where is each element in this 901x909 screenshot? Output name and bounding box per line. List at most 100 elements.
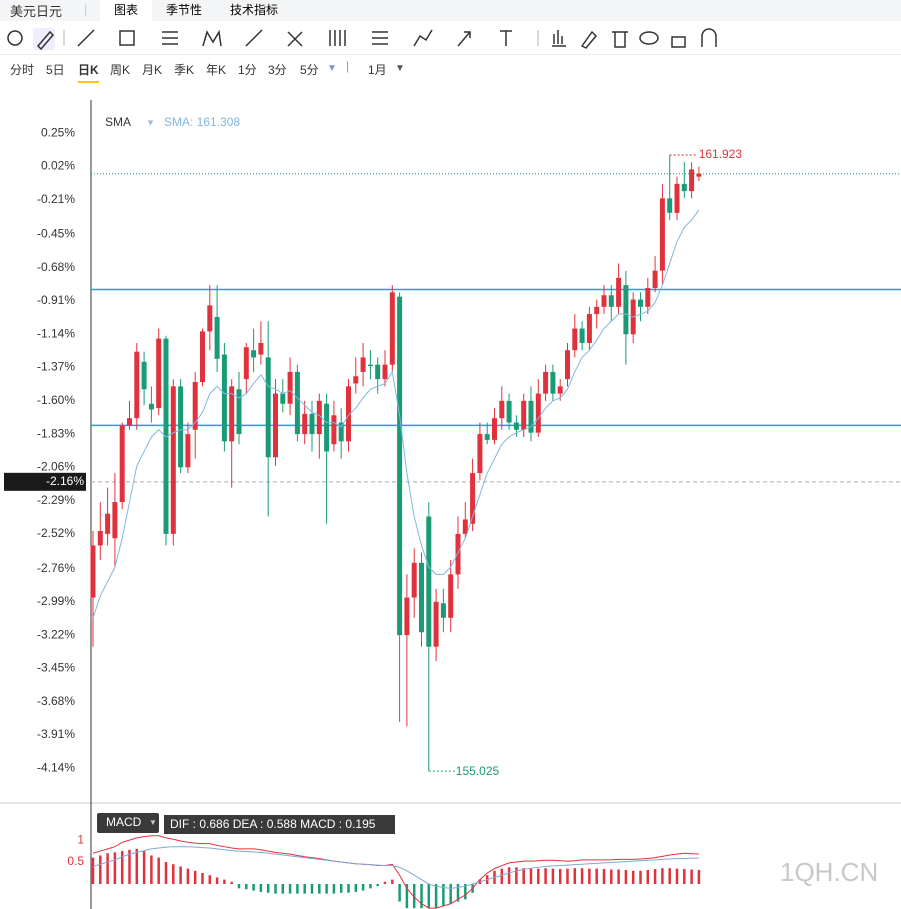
candle-body [477,434,483,474]
period[interactable]: 年K [206,63,227,77]
tool-icon[interactable] [287,31,303,47]
candle-body [127,418,132,426]
candle-body [178,386,184,468]
crosshair-label: -2.16% [46,474,84,488]
candle-body [316,400,322,435]
y-tick-label: -4.14% [37,760,75,774]
candle-body [484,434,490,440]
candle-body [521,400,527,430]
candle-body [506,400,512,423]
divider: | [84,2,88,17]
y-tick-label: 0.02% [41,159,75,173]
tool-icon[interactable] [413,29,433,47]
candle-body [543,371,549,394]
tool-icon[interactable] [77,29,95,47]
tool-icon[interactable] [372,31,388,45]
dropdown-arrow[interactable]: ▼ [395,63,405,74]
y-tick-label: -1.83% [37,426,75,440]
candle-body [411,562,417,598]
y-tick-label: 1 [77,832,84,846]
period[interactable]: 5分 [300,63,319,77]
candle-body [192,382,198,430]
candle-body [623,285,629,335]
period[interactable]: 周K [110,63,131,77]
tool-icon[interactable] [7,30,23,46]
candle-body [200,331,205,383]
candle-body [638,299,643,307]
period[interactable]: 分时 [10,63,35,77]
sma-line [92,209,700,618]
period[interactable]: 月K [142,63,163,77]
watermark: 1QH.CN [780,857,878,887]
period-active[interactable]: 日K [78,61,99,83]
tool-icon[interactable] [119,30,135,46]
candle-body [404,597,410,636]
period[interactable]: 3分 [268,63,287,77]
candle-body [455,533,461,575]
candle-body [112,502,118,539]
candle-body [535,393,541,433]
tool-icon[interactable] [552,30,566,47]
legend-arrow: ▼ [146,117,155,127]
tool-icon[interactable] [457,31,471,47]
legend-name: SMA [105,115,131,129]
candle-body [433,601,439,647]
tab[interactable]: 技术指标 [230,3,279,17]
candle-body [134,351,140,419]
period[interactable]: 1分 [238,63,257,77]
indicator-button-bg[interactable] [97,813,159,833]
candle-body [674,183,680,213]
tool-icon[interactable] [245,29,263,47]
tab[interactable]: 季节性 [166,3,203,17]
y-tick-label: 0.25% [41,125,75,139]
crosshair-label-bg [4,472,86,491]
candle-body [90,545,96,598]
y-tick-label: -0.68% [37,260,75,274]
tool-icon[interactable] [580,30,598,49]
tool-icon[interactable] [612,31,628,48]
tool-icon[interactable] [36,30,55,51]
candle-body [229,386,235,442]
dropdown-arrow[interactable]: ▼ [149,818,157,827]
tool-icon[interactable] [500,30,512,46]
tool-icon[interactable] [671,36,686,48]
candle-body [616,277,622,307]
candle-body [251,350,257,358]
candle-body [565,350,570,380]
period[interactable]: 5日 [46,63,65,77]
candle-body [389,292,395,365]
y-tick-label: -1.14% [37,326,75,340]
candle-body [258,342,264,355]
tool-icon[interactable] [329,30,346,46]
candle-body [302,413,308,435]
dea-line [92,846,699,889]
candle-body [214,316,220,359]
candle-body [572,328,578,351]
dif-line [92,835,699,909]
candle-body [287,371,293,404]
candle-body [419,562,424,633]
y-tick-label: -1.60% [37,393,75,407]
period[interactable]: 1月 [368,63,387,77]
candle-body [601,295,607,307]
tab[interactable]: 图表 [114,3,139,17]
tool-icon[interactable] [202,29,222,47]
candle-body [652,270,658,289]
candle-body [346,386,351,442]
candle-body [550,371,556,394]
indicator-name[interactable]: MACD [106,815,142,829]
candle-body [156,338,162,409]
tool-icon[interactable] [639,31,659,45]
candle-body [696,173,702,177]
candle-body [265,357,271,458]
candle-body [397,296,403,636]
dropdown-arrow[interactable]: ▼ [327,63,337,74]
period[interactable]: 季K [174,63,195,77]
candle-body [148,403,154,410]
candle-body [360,357,366,372]
candle-body [375,364,381,380]
tool-icon[interactable] [701,28,717,47]
tool-icon[interactable] [162,31,178,45]
